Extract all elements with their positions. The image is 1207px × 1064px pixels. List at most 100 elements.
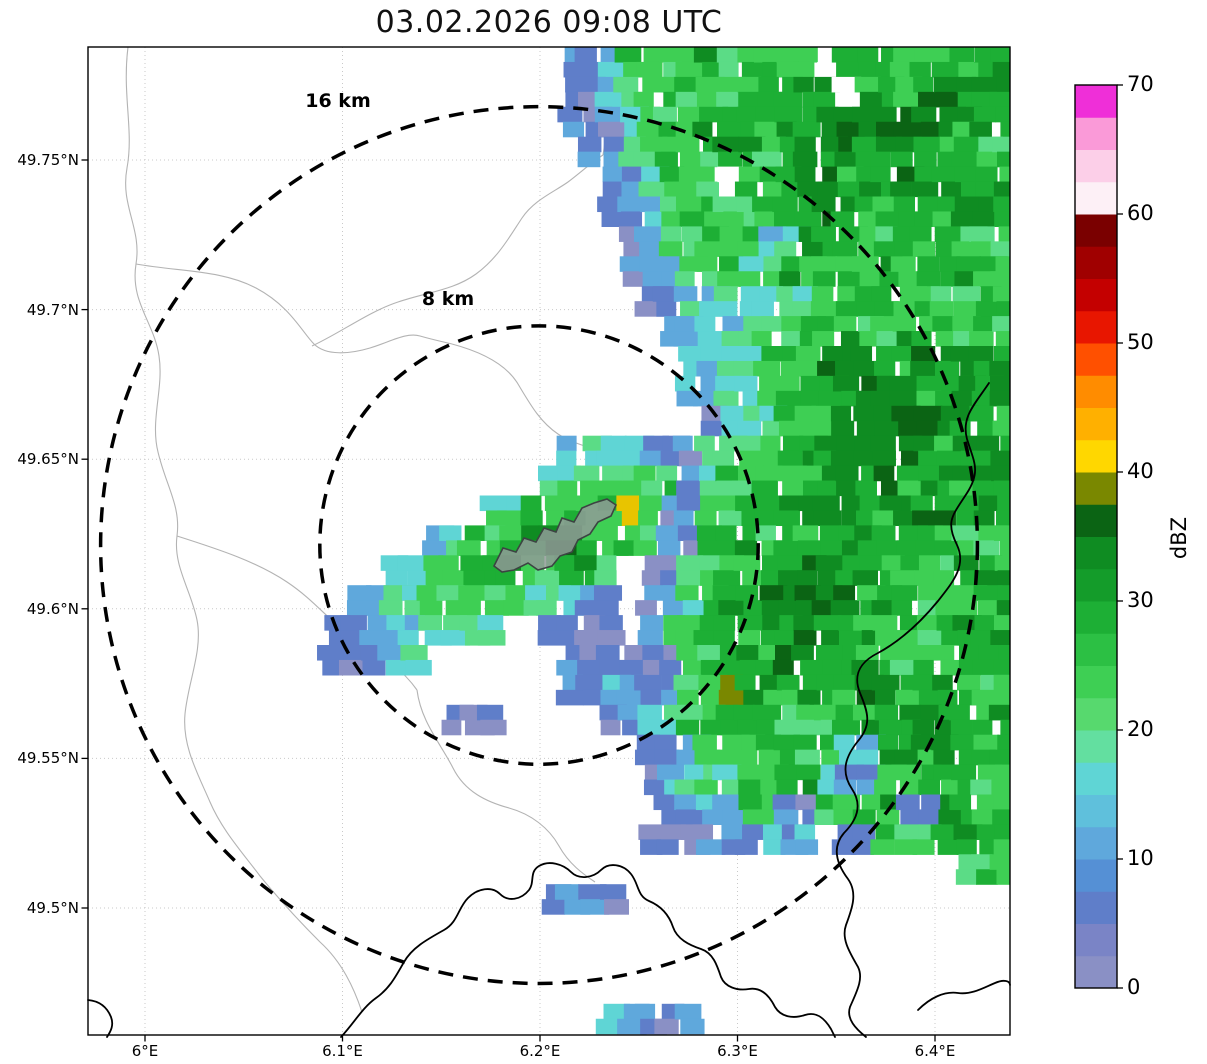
radar-cell: [656, 839, 679, 855]
radar-cell: [397, 555, 425, 571]
radar-cell: [930, 824, 955, 840]
radar-cell: [793, 360, 823, 377]
radar-cell: [378, 600, 403, 616]
colorbar-band: [1075, 181, 1117, 215]
radar-cell: [405, 659, 432, 676]
radar-cell: [692, 121, 713, 138]
radar-cell: [662, 600, 688, 616]
radar-cell: [713, 390, 739, 407]
radar-cell: [954, 166, 978, 183]
radar-cell: [597, 61, 626, 78]
radar-cell: [556, 659, 581, 676]
radar-cell: [622, 271, 644, 287]
radar-cell: [676, 555, 704, 571]
radar-cell: [439, 525, 462, 541]
radar-cell: [911, 346, 936, 362]
radar-cell: [836, 61, 865, 78]
radar-cell: [660, 196, 680, 213]
radar-cell: [774, 630, 800, 646]
radar-cell: [857, 749, 879, 766]
radar-cell: [949, 704, 970, 721]
radar-cell: [859, 495, 883, 512]
radar-cell: [677, 689, 699, 706]
radar-cell: [973, 316, 998, 332]
radar-cell: [673, 286, 698, 302]
radar-cell: [776, 47, 803, 63]
radar-cell: [576, 540, 597, 556]
radar-cell: [894, 824, 921, 840]
radar-cell: [736, 346, 764, 362]
radar-cell: [762, 181, 783, 198]
radar-cell: [539, 480, 563, 497]
radar-cell: [996, 600, 1010, 616]
radar-cell: [385, 570, 408, 586]
radar-cell: [874, 301, 899, 317]
radar-cell: [674, 76, 703, 93]
radar-cell: [694, 749, 721, 766]
radar-cell: [933, 749, 955, 766]
colorbar-band: [1075, 730, 1117, 763]
radar-cell: [913, 405, 943, 422]
radar-cell: [782, 435, 804, 452]
colorbar-band: [1075, 310, 1117, 344]
radar-cell: [895, 794, 920, 811]
radar-cell: [837, 271, 866, 287]
radar-cell: [536, 600, 557, 616]
radar-cell: [814, 809, 835, 825]
radar-cell: [693, 166, 715, 183]
radar-cell: [872, 106, 897, 123]
radar-cell: [972, 211, 1000, 227]
radar-cell: [675, 61, 705, 78]
radar-cell: [913, 659, 934, 676]
x-axis-tick-label: 6.1°E: [322, 1042, 363, 1060]
radar-cell: [972, 719, 993, 736]
radar-cell: [682, 659, 705, 676]
radar-cell: [712, 585, 738, 601]
radar-cell: [993, 181, 1010, 198]
radar-cell: [993, 196, 1010, 213]
radar-cell: [577, 136, 602, 153]
colorbar-band: [1075, 601, 1117, 634]
radar-cell: [813, 91, 836, 108]
radar-cell: [797, 181, 822, 198]
radar-cell: [837, 181, 864, 198]
radar-cell: [909, 226, 932, 242]
radar-cell: [596, 555, 617, 571]
radar-cell: [935, 331, 958, 347]
radar-cell: [933, 570, 955, 586]
radar-cell: [694, 241, 725, 257]
radar-cell: [751, 301, 774, 317]
radar-cell: [600, 719, 621, 736]
radar-cell: [613, 76, 639, 93]
radar-cell: [993, 525, 1010, 541]
range-ring-label-16km: 16 km: [305, 90, 371, 112]
y-axis-tick-label: 49.65°N: [17, 450, 79, 469]
radar-cell: [817, 360, 839, 377]
radar-cell: [620, 211, 643, 227]
radar-cell: [694, 510, 717, 526]
radar-cell: [634, 1003, 656, 1020]
radar-cell: [911, 331, 932, 347]
radar-cell: [594, 570, 617, 586]
radar-cell: [794, 405, 817, 422]
radar-cell: [601, 480, 624, 497]
radar-cell: [972, 659, 995, 676]
radar-cell: [830, 405, 852, 422]
radar-cell: [897, 480, 923, 497]
radar-cell: [636, 61, 663, 78]
radar-cell: [772, 794, 802, 811]
radar-cell: [996, 405, 1010, 422]
radar-cell: [920, 480, 942, 497]
y-axis-tick-label: 49.7°N: [26, 300, 79, 319]
radar-cell: [573, 465, 600, 482]
radar-cell: [556, 435, 577, 452]
radar-cell: [889, 375, 919, 392]
radar-cell: [718, 689, 747, 706]
radar-cell: [917, 196, 944, 213]
radar-cell: [503, 600, 529, 616]
radar-cell: [624, 645, 646, 661]
radar-cell: [557, 480, 578, 497]
radar-cell: [793, 734, 817, 751]
radar-cell: [953, 301, 980, 317]
radar-cell: [792, 525, 819, 541]
